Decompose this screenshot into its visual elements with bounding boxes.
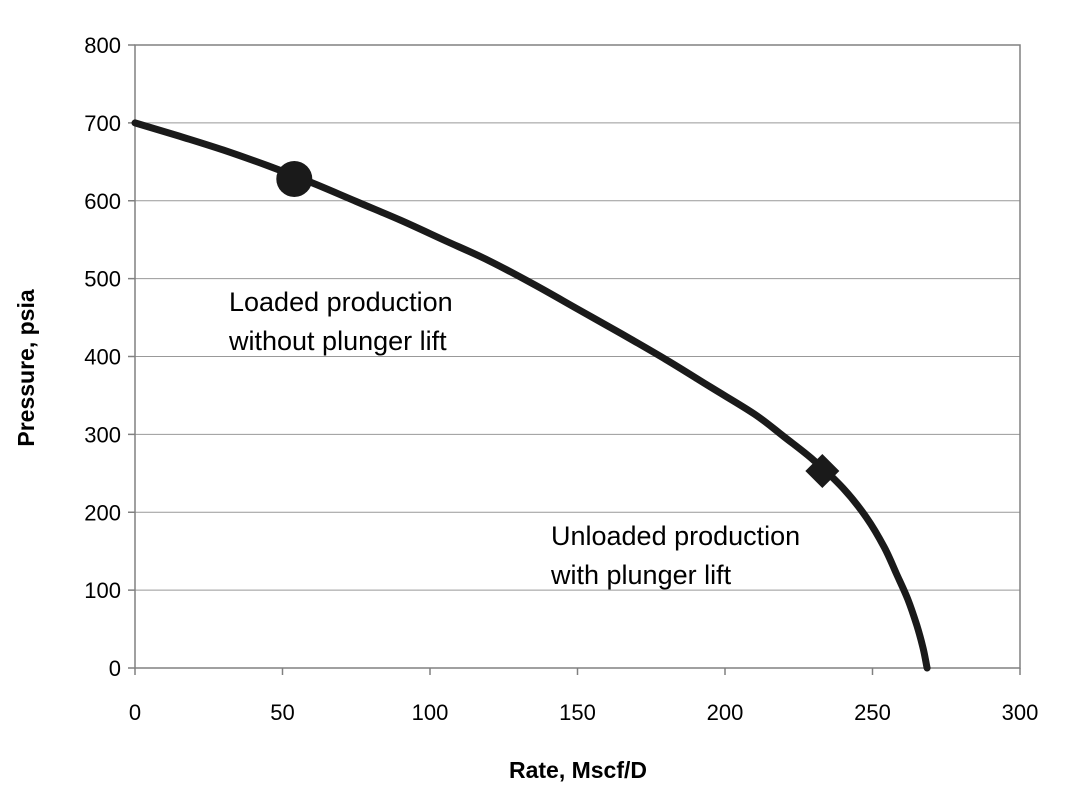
annotation-unloaded: Unloaded production with plunger lift bbox=[550, 521, 808, 590]
y-tick-label-0: 0 bbox=[109, 656, 121, 681]
y-axis-title: Pressure, psia bbox=[13, 289, 39, 446]
y-tick-label-300: 300 bbox=[84, 422, 121, 447]
marker-diamond bbox=[805, 453, 840, 488]
y-tick-label-400: 400 bbox=[84, 345, 121, 370]
annotation-unloaded-line-2: with plunger lift bbox=[550, 560, 732, 590]
y-tick-label-200: 200 bbox=[84, 500, 121, 525]
x-axis-title: Rate, Mscf/D bbox=[509, 757, 647, 783]
gridlines bbox=[135, 122, 1020, 591]
y-tick-label-500: 500 bbox=[84, 267, 121, 292]
y-axis-ticks: 0 100 200 300 400 500 600 700 800 bbox=[84, 33, 135, 681]
y-tick-label-700: 700 bbox=[84, 111, 121, 136]
marker-circle bbox=[276, 160, 313, 197]
x-tick-label-250: 250 bbox=[854, 700, 891, 725]
annotation-loaded: Loaded production without plunger lift bbox=[228, 287, 460, 356]
x-tick-label-300: 300 bbox=[1002, 700, 1039, 725]
y-tick-label-600: 600 bbox=[84, 189, 121, 214]
annotation-loaded-line-2: without plunger lift bbox=[228, 326, 447, 356]
y-tick-label-100: 100 bbox=[84, 578, 121, 603]
markers bbox=[276, 160, 840, 488]
x-tick-label-0: 0 bbox=[129, 700, 141, 725]
x-axis-ticks: 0 50 100 150 200 250 300 bbox=[129, 668, 1038, 725]
annotation-loaded-line-1: Loaded production bbox=[229, 287, 453, 317]
x-tick-label-150: 150 bbox=[559, 700, 596, 725]
annotation-unloaded-line-1: Unloaded production bbox=[551, 521, 800, 551]
x-tick-label-200: 200 bbox=[707, 700, 744, 725]
x-tick-label-100: 100 bbox=[412, 700, 449, 725]
x-tick-label-50: 50 bbox=[270, 700, 294, 725]
y-tick-label-800: 800 bbox=[84, 33, 121, 58]
series-line bbox=[131, 119, 931, 672]
